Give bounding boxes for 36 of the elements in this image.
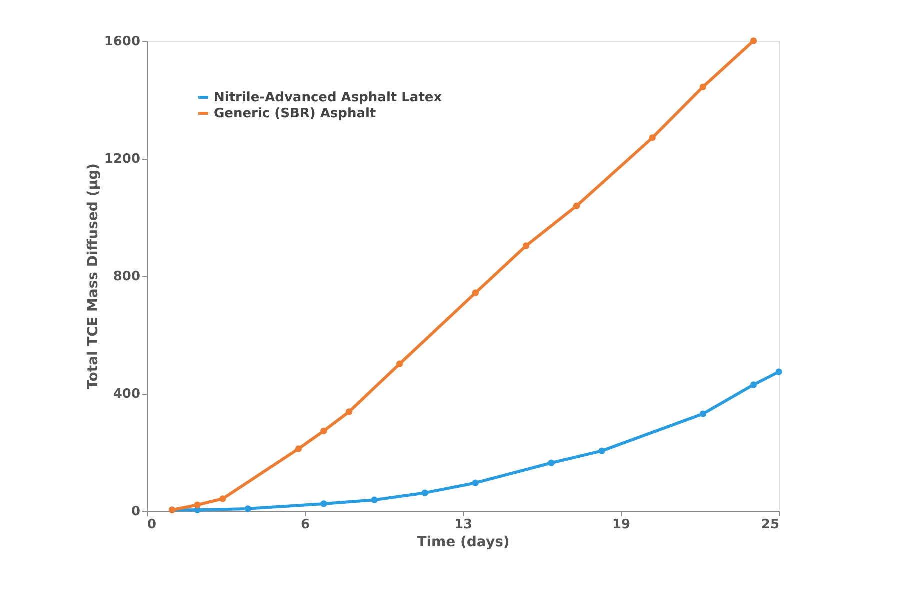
point: [573, 202, 580, 210]
point: [295, 446, 302, 452]
point: [750, 382, 758, 388]
y-tick-label: 0: [131, 504, 140, 520]
point: [371, 496, 378, 504]
point: [700, 410, 707, 418]
point: [320, 428, 328, 434]
x-tick-label: 25: [761, 518, 780, 532]
point: [548, 460, 555, 466]
point: [522, 242, 530, 250]
point: [472, 290, 479, 296]
point: [219, 496, 226, 502]
point: [244, 506, 252, 512]
x-tick-label: 0: [148, 518, 157, 532]
point: [194, 502, 201, 508]
y-tick-label: 1200: [104, 152, 140, 167]
y-tick-label: 800: [113, 270, 140, 284]
y-tick-label: 400: [113, 387, 140, 402]
point: [598, 448, 606, 454]
legend-label: Nitrile-Advanced Asphalt Latex: [214, 90, 443, 106]
point: [776, 368, 782, 376]
x-tick-label: 6: [300, 518, 310, 532]
point: [320, 500, 328, 508]
point: [472, 480, 479, 486]
y-axis-title: Total TCE Mass Diffused (µg): [85, 164, 102, 390]
point: [700, 84, 707, 90]
point: [346, 408, 353, 416]
x-axis-title: Time (days): [417, 534, 510, 550]
legend-label: Generic (SBR) Asphalt: [214, 106, 376, 122]
point: [649, 134, 656, 142]
point: [396, 360, 404, 368]
point: [750, 38, 758, 44]
x-tick-label: 19: [612, 518, 631, 532]
point: [422, 490, 428, 496]
y-tick-label: 1600: [104, 34, 140, 50]
x-tick-label: 13: [454, 518, 473, 532]
